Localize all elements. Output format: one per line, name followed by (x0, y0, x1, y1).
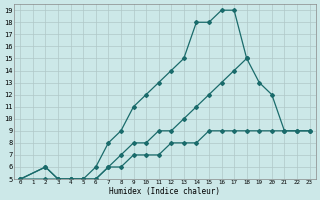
X-axis label: Humidex (Indice chaleur): Humidex (Indice chaleur) (109, 187, 220, 196)
